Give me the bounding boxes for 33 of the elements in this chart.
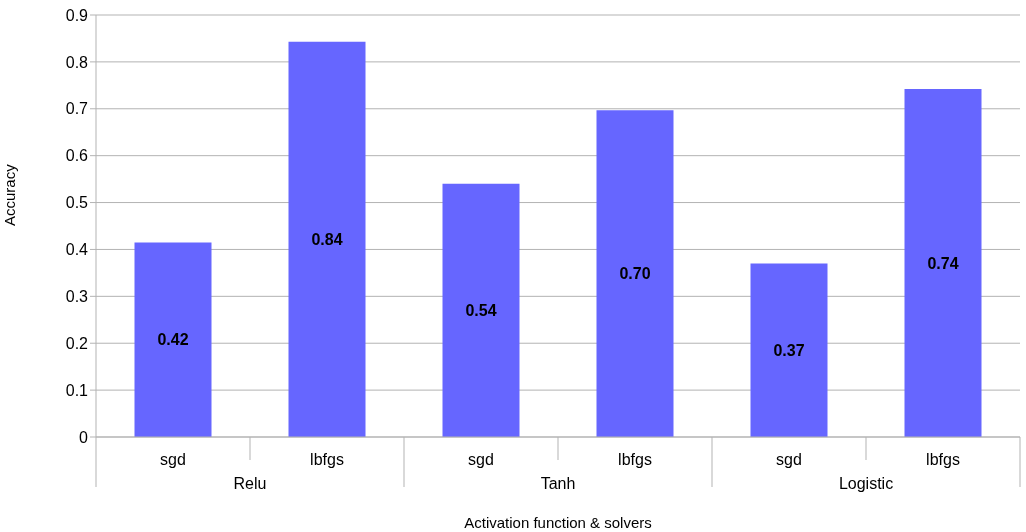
data-label: 0.42 [157, 331, 189, 349]
x-axis-title: Activation function & solvers [464, 514, 652, 531]
y-tick-label: 0.5 [65, 194, 89, 212]
x-tick-label: lbfgs [618, 451, 652, 468]
data-label: 0.74 [927, 254, 959, 272]
x-tick-label: sgd [468, 451, 494, 468]
y-tick-label: 0 [79, 428, 89, 446]
text: Relu [233, 475, 267, 492]
bar [596, 110, 674, 437]
y-tick-label: 0.4 [65, 241, 89, 259]
text: Logistic [838, 475, 894, 492]
data-label: 0.54 [465, 302, 497, 320]
data-label: 0.37 [773, 341, 805, 359]
bar [134, 242, 212, 437]
y-tick-label: 0.6 [65, 147, 89, 165]
y-tick-label: 0.7 [65, 100, 89, 118]
y-tick-label: 0.3 [65, 288, 89, 306]
bar [904, 89, 982, 437]
bar [442, 183, 520, 437]
y-axis-title: Accuracy [1, 163, 19, 226]
x-tick-label: sgd [160, 451, 186, 468]
y-tick-label: 0.1 [65, 381, 89, 399]
x-tick-label: sgd [776, 451, 802, 468]
y-tick-label: 0.9 [65, 6, 89, 24]
bar [750, 263, 828, 437]
x-tick-label: lbfgs [310, 451, 344, 468]
text: Tanh [540, 475, 576, 492]
y-tick-label: 0.2 [65, 334, 89, 352]
bar [288, 41, 366, 437]
y-tick-label: 0.8 [65, 53, 89, 71]
data-label: 0.70 [619, 265, 651, 283]
x-tick-label: lbfgs [926, 451, 960, 468]
data-label: 0.84 [311, 231, 343, 249]
